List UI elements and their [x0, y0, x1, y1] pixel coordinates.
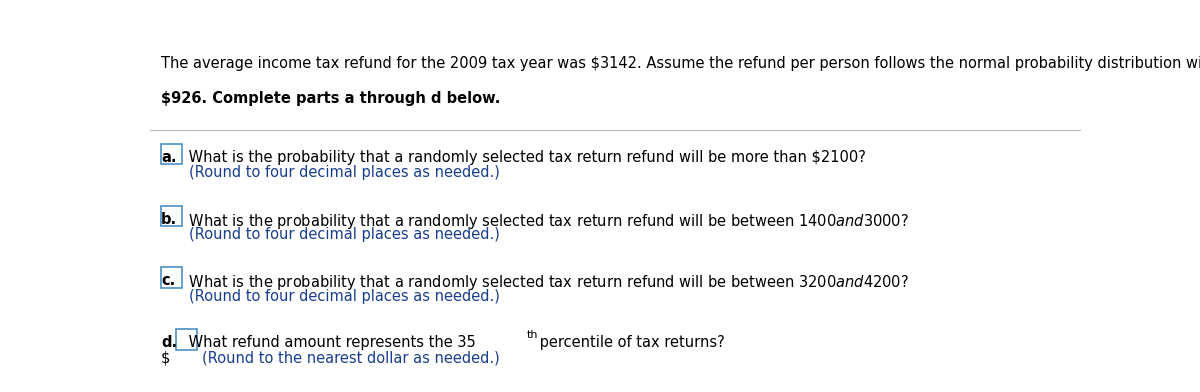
Text: a.: a. — [161, 150, 176, 165]
Text: b.: b. — [161, 212, 178, 227]
Text: What refund amount represents the 35: What refund amount represents the 35 — [185, 335, 476, 350]
Text: The average income tax refund for the 2009 tax year was $3142. Assume the refund: The average income tax refund for the 20… — [161, 56, 1200, 71]
Text: c.: c. — [161, 274, 175, 289]
Text: percentile of tax returns?: percentile of tax returns? — [535, 335, 725, 350]
Text: $926. Complete parts a through d below.: $926. Complete parts a through d below. — [161, 91, 500, 106]
Text: What is the probability that a randomly selected tax return refund will be more : What is the probability that a randomly … — [185, 150, 866, 165]
FancyBboxPatch shape — [161, 143, 181, 164]
FancyBboxPatch shape — [161, 205, 181, 226]
FancyBboxPatch shape — [161, 267, 181, 288]
Text: (Round to four decimal places as needed.): (Round to four decimal places as needed.… — [190, 227, 500, 241]
Text: (Round to the nearest dollar as needed.): (Round to the nearest dollar as needed.) — [202, 350, 500, 365]
FancyBboxPatch shape — [176, 329, 197, 350]
Text: d.: d. — [161, 335, 178, 350]
Text: (Round to four decimal places as needed.): (Round to four decimal places as needed.… — [190, 165, 500, 180]
Text: What is the probability that a randomly selected tax return refund will be betwe: What is the probability that a randomly … — [185, 212, 910, 230]
Text: th: th — [527, 330, 538, 340]
Text: $: $ — [161, 350, 170, 365]
Text: (Round to four decimal places as needed.): (Round to four decimal places as needed.… — [190, 289, 500, 303]
Text: What is the probability that a randomly selected tax return refund will be betwe: What is the probability that a randomly … — [185, 274, 910, 292]
